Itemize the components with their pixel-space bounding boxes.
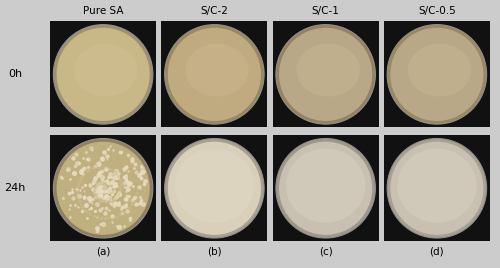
Ellipse shape	[56, 142, 150, 235]
Ellipse shape	[390, 28, 484, 121]
Ellipse shape	[279, 142, 372, 235]
Text: S/C-1: S/C-1	[312, 6, 340, 16]
Ellipse shape	[390, 142, 484, 235]
Ellipse shape	[164, 139, 264, 238]
Ellipse shape	[56, 28, 150, 121]
Ellipse shape	[408, 44, 472, 96]
Ellipse shape	[286, 148, 366, 223]
Ellipse shape	[276, 25, 376, 124]
Ellipse shape	[164, 25, 264, 124]
Ellipse shape	[74, 44, 138, 96]
Ellipse shape	[387, 25, 486, 124]
Ellipse shape	[296, 44, 360, 96]
Ellipse shape	[276, 139, 376, 238]
Ellipse shape	[387, 139, 486, 238]
Text: 0h: 0h	[8, 69, 22, 79]
Ellipse shape	[168, 142, 261, 235]
Text: S/C-0.5: S/C-0.5	[418, 6, 456, 16]
Ellipse shape	[54, 25, 153, 124]
Ellipse shape	[168, 28, 261, 121]
Text: Pure SA: Pure SA	[83, 6, 124, 16]
Text: (c): (c)	[319, 247, 332, 256]
Ellipse shape	[174, 148, 254, 223]
Ellipse shape	[54, 139, 153, 238]
Ellipse shape	[186, 44, 249, 96]
Text: (a): (a)	[96, 247, 110, 256]
Text: (d): (d)	[430, 247, 444, 256]
Ellipse shape	[397, 148, 476, 223]
Text: (b): (b)	[207, 247, 222, 256]
Ellipse shape	[279, 28, 372, 121]
Text: S/C-2: S/C-2	[200, 6, 228, 16]
Text: 24h: 24h	[4, 183, 25, 193]
